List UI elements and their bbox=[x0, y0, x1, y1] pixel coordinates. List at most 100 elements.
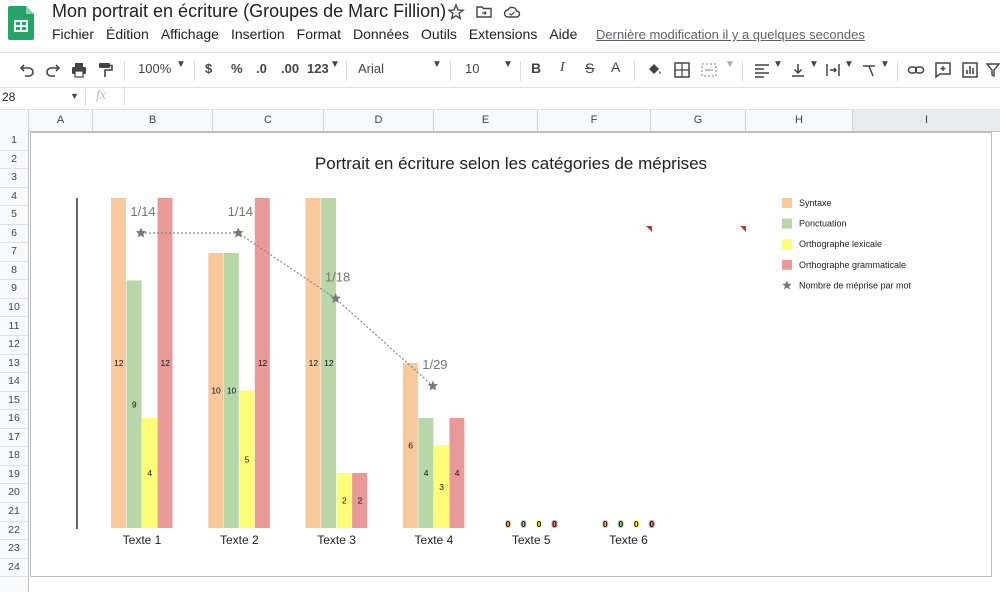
x-tick-label: Texte 2 bbox=[220, 533, 259, 547]
column-header-bar: A B C D E F G H I bbox=[0, 110, 1000, 132]
insert-link-icon[interactable] bbox=[907, 61, 925, 79]
row-header[interactable]: 7 bbox=[0, 242, 28, 262]
bar-data-label: 0 bbox=[603, 519, 608, 529]
row-header[interactable]: 3 bbox=[0, 168, 28, 188]
zoom-chevron-down-icon[interactable]: ▼ bbox=[176, 59, 186, 70]
bar-data-label: 12 bbox=[114, 358, 124, 368]
menu-donnees[interactable]: Données bbox=[353, 26, 410, 42]
bold-button[interactable]: B bbox=[531, 60, 542, 76]
bar bbox=[239, 390, 255, 528]
print-icon[interactable] bbox=[70, 61, 88, 79]
font-select[interactable]: Arial bbox=[358, 61, 385, 76]
paint-format-icon[interactable] bbox=[96, 61, 114, 79]
legend-swatch bbox=[782, 218, 792, 229]
text-color-button[interactable]: A bbox=[611, 59, 621, 75]
row-header[interactable]: 2 bbox=[0, 150, 28, 170]
column-header[interactable]: C bbox=[213, 110, 324, 131]
more-formats-button[interactable]: 123 bbox=[307, 61, 329, 76]
row-header[interactable]: 19 bbox=[0, 465, 28, 485]
text-wrapping-icon[interactable] bbox=[824, 61, 842, 79]
filter-icon[interactable] bbox=[986, 61, 1000, 79]
horizontal-align-chevron-down-icon[interactable]: ▼ bbox=[773, 59, 783, 70]
name-box[interactable]: 28 bbox=[2, 90, 16, 104]
row-header[interactable]: 8 bbox=[0, 261, 28, 281]
select-all-corner[interactable] bbox=[0, 110, 29, 131]
text-rotation-chevron-down-icon[interactable]: ▼ bbox=[880, 59, 890, 70]
row-header[interactable]: 22 bbox=[0, 521, 28, 541]
row-header[interactable]: 6 bbox=[0, 224, 28, 244]
star-icon[interactable] bbox=[447, 3, 465, 21]
increase-decimal-button[interactable]: .00 bbox=[281, 61, 300, 76]
menu-extensions[interactable]: Extensions bbox=[468, 26, 538, 42]
insert-comment-icon[interactable] bbox=[934, 61, 952, 79]
row-header[interactable]: 4 bbox=[0, 187, 28, 207]
embedded-chart[interactable]: Portrait en écriture selon les catégorie… bbox=[30, 132, 992, 577]
note-marker-icon bbox=[740, 226, 746, 232]
row-header[interactable]: 11 bbox=[0, 317, 28, 336]
bar-data-label: 12 bbox=[309, 358, 319, 368]
merge-chevron-down-icon[interactable]: ▼ bbox=[725, 59, 735, 70]
cloud-status-icon[interactable] bbox=[503, 3, 521, 21]
menu-insertion[interactable]: Insertion bbox=[230, 26, 285, 42]
font-chevron-down-icon[interactable]: ▼ bbox=[432, 59, 442, 70]
row-header[interactable]: 9 bbox=[0, 279, 28, 299]
column-header[interactable]: F bbox=[538, 110, 651, 131]
redo-icon[interactable] bbox=[44, 61, 62, 79]
row-header[interactable]: 17 bbox=[0, 428, 28, 448]
name-box-chevron-down-icon[interactable]: ▼ bbox=[70, 91, 79, 101]
vertical-align-icon[interactable] bbox=[789, 61, 807, 79]
font-size-chevron-down-icon[interactable]: ▼ bbox=[503, 59, 513, 70]
column-header[interactable]: D bbox=[324, 110, 434, 131]
row-header[interactable]: 18 bbox=[0, 446, 28, 466]
column-header[interactable]: A bbox=[29, 110, 93, 131]
zoom-select[interactable]: 100% bbox=[138, 61, 172, 76]
insert-chart-icon[interactable] bbox=[961, 61, 979, 79]
more-formats-chevron-down-icon[interactable]: ▼ bbox=[330, 59, 340, 70]
row-header[interactable]: 24 bbox=[0, 558, 28, 578]
formula-input[interactable] bbox=[128, 88, 988, 108]
column-header[interactable]: I bbox=[853, 110, 1000, 131]
italic-button[interactable]: I bbox=[560, 60, 565, 75]
column-header[interactable]: H bbox=[746, 110, 853, 131]
menu-outils[interactable]: Outils bbox=[421, 26, 457, 42]
row-header[interactable]: 1 bbox=[0, 131, 28, 151]
merge-cells-icon[interactable] bbox=[700, 61, 718, 79]
row-header[interactable]: 13 bbox=[0, 354, 28, 374]
text-wrapping-chevron-down-icon[interactable]: ▼ bbox=[844, 59, 854, 70]
row-header[interactable]: 5 bbox=[0, 205, 28, 225]
sheets-logo-icon[interactable] bbox=[8, 6, 34, 40]
font-size-select[interactable]: 10 bbox=[465, 61, 480, 76]
decrease-decimal-button[interactable]: .0 bbox=[256, 61, 267, 76]
column-header[interactable]: G bbox=[651, 110, 746, 131]
row-header[interactable]: 15 bbox=[0, 391, 28, 411]
currency-button[interactable]: $ bbox=[205, 61, 213, 76]
menu-format[interactable]: Format bbox=[296, 26, 341, 42]
column-header[interactable]: B bbox=[93, 110, 213, 131]
menu-edition[interactable]: Édition bbox=[106, 26, 149, 42]
bar bbox=[352, 473, 368, 528]
fill-color-icon[interactable] bbox=[645, 61, 663, 79]
row-header[interactable]: 12 bbox=[0, 335, 28, 355]
last-modified-link[interactable]: Dernière modification il y a quelques se… bbox=[596, 27, 865, 42]
move-folder-icon[interactable] bbox=[475, 3, 493, 21]
strikethrough-button[interactable]: S bbox=[585, 60, 595, 76]
row-header[interactable]: 16 bbox=[0, 409, 28, 429]
menu-affichage[interactable]: Affichage bbox=[160, 26, 219, 42]
row-header[interactable]: 21 bbox=[0, 502, 28, 522]
percent-button[interactable]: % bbox=[231, 61, 243, 76]
column-header[interactable]: E bbox=[434, 110, 538, 131]
legend-label: Syntaxe bbox=[799, 198, 832, 208]
vertical-align-chevron-down-icon[interactable]: ▼ bbox=[809, 59, 819, 70]
text-rotation-icon[interactable] bbox=[860, 61, 878, 79]
undo-icon[interactable] bbox=[18, 61, 36, 79]
document-title[interactable]: Mon portrait en écriture (Groupes de Mar… bbox=[52, 1, 447, 21]
line-data-label: 1/18 bbox=[325, 270, 350, 285]
row-header[interactable]: 14 bbox=[0, 372, 28, 392]
menu-aide[interactable]: Aide bbox=[549, 26, 578, 42]
row-header[interactable]: 23 bbox=[0, 539, 28, 559]
row-header[interactable]: 10 bbox=[0, 298, 28, 318]
row-header[interactable]: 20 bbox=[0, 483, 28, 503]
horizontal-align-icon[interactable] bbox=[753, 61, 771, 79]
menu-fichier[interactable]: Fichier bbox=[52, 26, 95, 42]
borders-icon[interactable] bbox=[673, 61, 691, 79]
